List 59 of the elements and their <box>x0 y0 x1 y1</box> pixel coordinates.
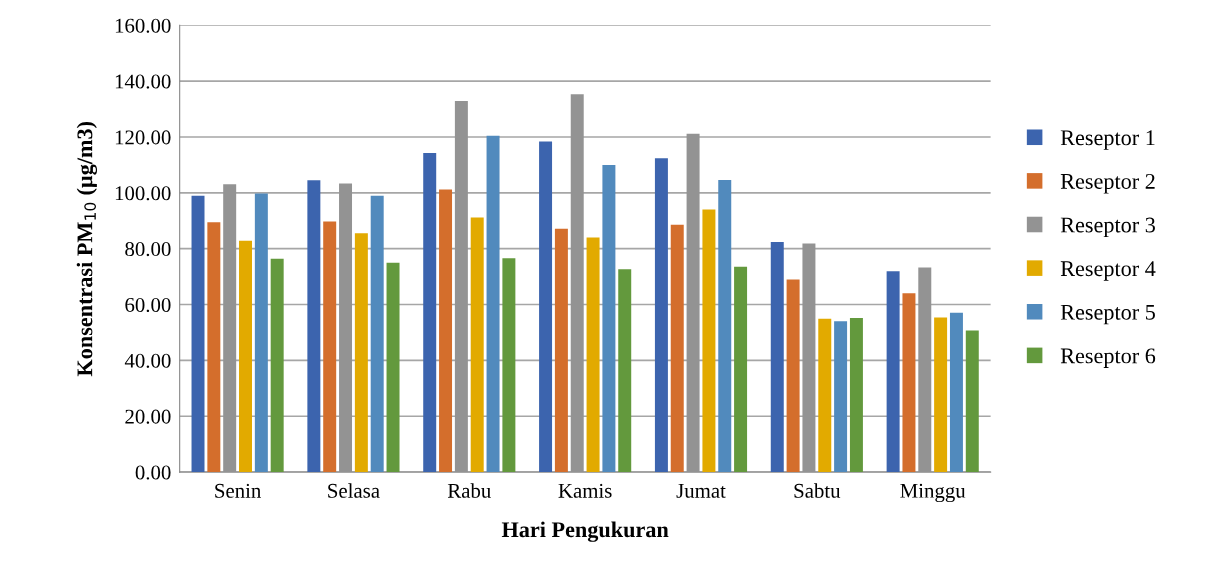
bar <box>439 189 453 473</box>
bar <box>702 209 716 473</box>
y-tick-label: 60.00 <box>125 297 171 313</box>
bar <box>786 279 800 473</box>
bar <box>949 312 963 473</box>
bar <box>239 240 253 473</box>
bar <box>370 195 384 473</box>
bar <box>902 293 916 473</box>
bar <box>934 317 948 473</box>
legend-label: Reseptor 4 <box>1060 261 1156 281</box>
bar <box>734 266 748 473</box>
bar <box>191 195 205 473</box>
y-tick-label: 40.00 <box>124 353 171 368</box>
bar <box>586 237 600 473</box>
bar <box>818 318 832 473</box>
y-tick-label: 120.00 <box>115 130 171 145</box>
bar <box>307 180 321 473</box>
bar <box>423 152 437 473</box>
x-tick-label: Minggu <box>900 483 966 503</box>
bar <box>502 258 516 473</box>
bar <box>618 269 632 473</box>
y-tick-label: 140.00 <box>115 74 171 89</box>
bar <box>886 271 900 473</box>
x-tick-label: Senin <box>215 483 262 498</box>
legend-label: Reseptor 2 <box>1060 173 1155 194</box>
bar <box>602 164 616 473</box>
legend-label: Reseptor 1 <box>1060 130 1155 150</box>
bar <box>386 262 400 473</box>
x-tick-label: Kamis <box>558 483 612 498</box>
bar <box>849 317 863 473</box>
x-tick-label: Sabtu <box>794 483 841 498</box>
bar <box>207 222 221 473</box>
x-tick-label: Selasa <box>328 483 380 498</box>
bar <box>718 179 732 473</box>
bar <box>486 135 500 473</box>
bar <box>470 217 484 473</box>
y-tick-label: 160.00 <box>115 18 171 33</box>
bar <box>770 241 784 473</box>
y-tick-label: 0.00 <box>135 465 171 480</box>
bar <box>670 224 684 473</box>
bar <box>270 258 284 473</box>
bar <box>965 330 979 473</box>
y-axis-title: Konsentrasi PM$_{10}$ (µg/m3) <box>76 121 98 377</box>
bar <box>554 228 568 473</box>
x-tick-label: Jumat <box>676 484 726 498</box>
bar <box>254 193 268 473</box>
x-tick-label: Rabu <box>447 483 491 498</box>
bar <box>539 141 553 473</box>
legend-label: Reseptor 6 <box>1060 348 1156 368</box>
bar <box>323 221 337 473</box>
y-tick-label: 100.00 <box>115 186 171 201</box>
y-tick-label: 20.00 <box>125 409 171 424</box>
bar <box>354 233 368 473</box>
bar <box>834 321 848 473</box>
bar <box>654 158 668 473</box>
legend-label: Reseptor 3 <box>1060 217 1155 238</box>
y-tick-label: 80.00 <box>125 242 171 257</box>
x-axis-title: Hari Pengukuran <box>501 521 669 542</box>
legend-label: Reseptor 5 <box>1060 304 1155 325</box>
